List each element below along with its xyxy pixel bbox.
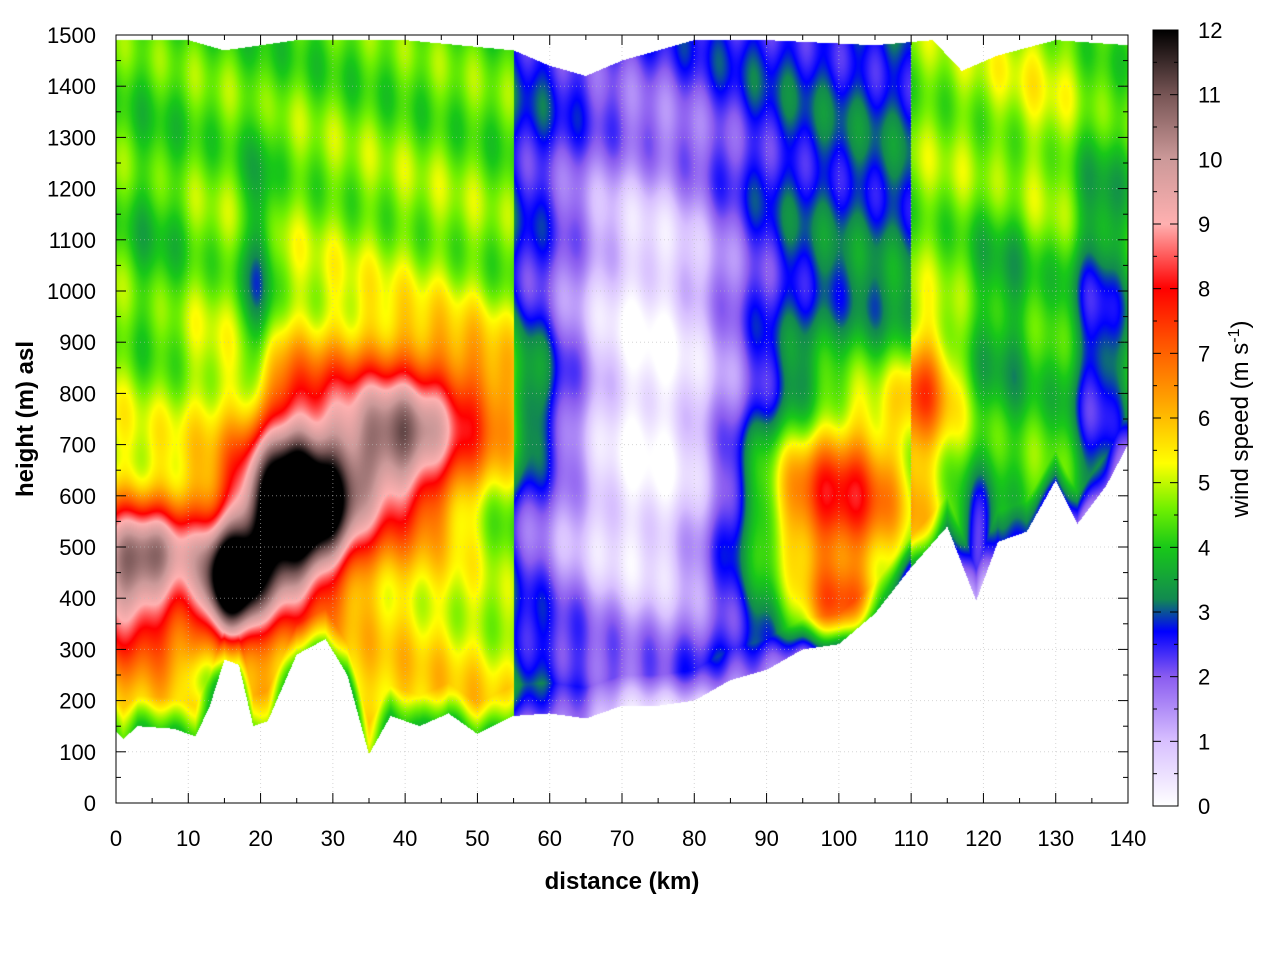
y-tick-label: 900 [59,330,96,355]
colorbar-tick-label: 9 [1198,212,1210,237]
x-tick-label: 120 [965,826,1002,851]
y-tick-label: 1000 [47,279,96,304]
x-tick-label: 50 [465,826,489,851]
colorbar-title-exponent: -1 [1226,328,1243,342]
colorbar-tick-label: 12 [1198,18,1222,43]
colorbar-title-close: ) [1227,321,1254,329]
x-tick-label: 0 [110,826,122,851]
y-tick-label: 1100 [49,228,96,253]
colorbar-tick-label: 6 [1198,406,1210,431]
colorbar-tick-label: 2 [1198,665,1210,690]
y-tick-label: 1500 [47,23,96,48]
x-tick-label: 20 [248,826,272,851]
colorbar-tick-label: 1 [1198,729,1210,754]
y-tick-label: 0 [84,791,96,816]
x-tick-label: 30 [321,826,345,851]
x-tick-label: 130 [1037,826,1074,851]
y-tick-label: 300 [59,637,96,662]
colorbar-tick-label: 11 [1198,83,1221,108]
y-tick-label: 400 [59,586,96,611]
y-tick-label: 700 [59,433,96,458]
colorbar-title: wind speed (m s-1) [1226,321,1254,519]
colorbar-title-main: wind speed (m s [1227,343,1254,519]
x-tick-label: 40 [393,826,417,851]
x-tick-label: 110 [894,826,929,851]
y-tick-label: 1400 [47,74,96,99]
y-tick-label: 800 [59,381,96,406]
colorbar-tick-label: 8 [1198,277,1210,302]
colorbar-tick-label: 3 [1198,600,1210,625]
x-tick-label: 80 [682,826,706,851]
y-tick-label: 500 [59,535,96,560]
y-tick-label: 200 [59,689,96,714]
x-tick-label: 60 [537,826,561,851]
x-tick-label: 100 [820,826,857,851]
colorbar-tick-label: 7 [1198,341,1210,366]
x-tick-label: 90 [754,826,778,851]
y-tick-label: 1300 [47,125,96,150]
y-tick-label: 100 [59,740,96,765]
y-tick-label: 1200 [47,177,96,202]
colorbar-tick-label: 4 [1198,535,1210,560]
colorbar-tick-label: 5 [1198,471,1210,496]
x-axis-title: distance (km) [545,868,700,895]
y-axis: 0 100 200 300 400 500 600 700 800 900 1000 1100 1200… [47,23,1128,816]
grid [116,35,1128,803]
colorbar-tick-label: 0 [1198,794,1210,819]
y-tick-label: 600 [59,484,96,509]
x-tick-label: 70 [610,826,634,851]
x-tick-label: 10 [176,826,200,851]
colorbar-tick-label: 10 [1198,147,1222,172]
y-axis-title: height (m) asl [12,341,39,497]
x-axis: 0 10 20 30 40 50 60 70 80 90 100 110 120 130 140 [110,35,1146,851]
x-tick-label: 140 [1110,826,1147,851]
